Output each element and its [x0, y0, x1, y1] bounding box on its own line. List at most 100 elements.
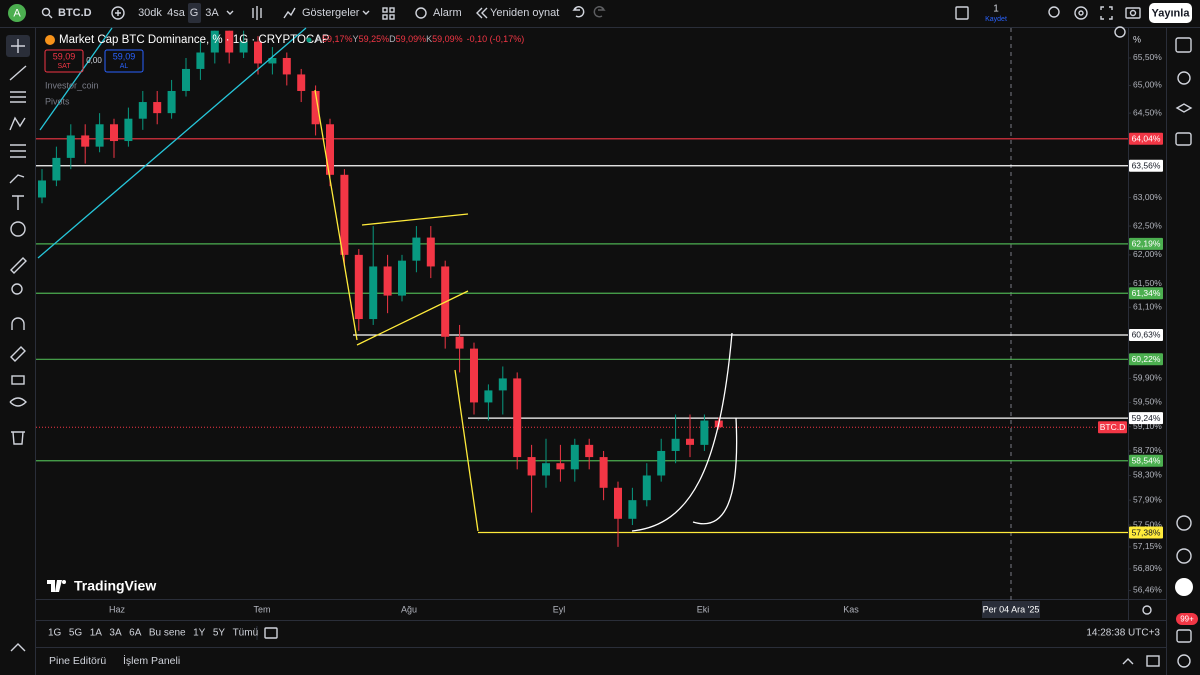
lock-draw[interactable]: [10, 346, 26, 362]
y-tick-label: 59,50%: [1133, 397, 1162, 407]
chart-type-icon[interactable]: [252, 6, 262, 20]
level-label: 58,54%: [1132, 456, 1161, 466]
y-tick-label: 65,50%: [1133, 52, 1162, 62]
emoji-tool[interactable]: [10, 221, 26, 237]
symbol[interactable]: BTC.D: [58, 7, 92, 19]
level-label-box: [1129, 132, 1163, 145]
lock-tool[interactable]: [11, 375, 25, 385]
notifications[interactable]: [1176, 629, 1192, 643]
range-button[interactable]: 5G: [69, 628, 83, 639]
level-label: 60,22%: [1132, 354, 1161, 364]
trend-tool[interactable]: [9, 65, 27, 81]
range-button[interactable]: Bu sene: [149, 628, 186, 639]
publish-button[interactable]: [1149, 3, 1192, 23]
candle-body: [52, 157, 61, 181]
watchlist[interactable]: [1175, 37, 1192, 53]
quick-search[interactable]: [1048, 6, 1060, 18]
chevron[interactable]: [362, 10, 370, 15]
apps[interactable]: [1175, 578, 1193, 596]
alarm-button[interactable]: Alarm: [433, 7, 462, 19]
range-button[interactable]: 1G: [48, 628, 62, 639]
interval-button[interactable]: 3A: [205, 7, 219, 19]
settings: [1078, 10, 1084, 16]
delete-tool[interactable]: [11, 431, 25, 445]
range-button[interactable]: 6A: [129, 628, 142, 639]
ohlc-value: 59,17%: [322, 34, 353, 44]
objects-tree[interactable]: [10, 643, 26, 652]
alerts-panel[interactable]: [1177, 71, 1191, 85]
candle-body: [138, 102, 147, 119]
brush-tool[interactable]: [9, 174, 25, 184]
chat[interactable]: [1175, 132, 1192, 146]
range-button[interactable]: 5Y: [213, 628, 226, 639]
magnet-tool[interactable]: [11, 317, 25, 330]
candle-body: [498, 378, 507, 391]
y-tick-label: 58,70%: [1133, 445, 1162, 455]
level-label-box: [1129, 526, 1163, 539]
interval-button[interactable]: G: [190, 7, 199, 19]
alarm-icon[interactable]: [415, 7, 427, 19]
candle-body: [153, 102, 162, 114]
interval-button[interactable]: 4sa: [167, 7, 186, 19]
text-tool[interactable]: [12, 195, 24, 210]
range-button[interactable]: 1A: [90, 628, 103, 639]
panel-tab[interactable]: Pine Editörü: [49, 655, 106, 667]
layout-icon[interactable]: [382, 7, 388, 13]
ideas[interactable]: [1176, 515, 1192, 531]
search-icon[interactable]: [41, 7, 51, 17]
panel-tab[interactable]: İşlem Paneli: [123, 654, 180, 667]
add-symbol[interactable]: [111, 6, 125, 20]
buy-button[interactable]: [104, 49, 144, 73]
avatar[interactable]: [8, 4, 26, 22]
indicators-button[interactable]: Göstergeler: [302, 7, 360, 19]
more[interactable]: [1177, 654, 1191, 668]
layout-square[interactable]: [955, 6, 969, 20]
pattern-tool[interactable]: [9, 116, 26, 131]
candle-body: [470, 348, 478, 403]
screenshot[interactable]: [1125, 7, 1141, 19]
help[interactable]: [1176, 548, 1192, 564]
curve: [692, 417, 738, 525]
undo[interactable]: [572, 6, 585, 18]
crosshair-tool[interactable]: [11, 39, 25, 53]
data-window[interactable]: [1175, 103, 1193, 113]
maximize-panel[interactable]: [1146, 655, 1160, 667]
y-tick-label: 65,00%: [1133, 80, 1162, 90]
fib-tool[interactable]: [10, 91, 26, 103]
indicator-name[interactable]: Pivots: [45, 96, 70, 106]
zoom-tool[interactable]: [11, 283, 23, 295]
replay-button[interactable]: Yeniden oynat: [490, 7, 559, 19]
spread: 0,00: [86, 56, 102, 65]
candle-body: [455, 336, 464, 349]
candle-body: [570, 444, 579, 470]
crosshair-label-box: [982, 601, 1040, 618]
range-button[interactable]: 3A: [109, 628, 122, 639]
add-button[interactable]: [1114, 26, 1126, 38]
y-tick-label: 56,46%: [1133, 585, 1162, 595]
indicator-name[interactable]: Investor_coin: [45, 80, 99, 90]
forecast-tool[interactable]: [10, 144, 26, 158]
range-button[interactable]: Tümü: [233, 628, 259, 639]
hide-tool[interactable]: [9, 397, 27, 407]
y-tick-label: 59,10%: [1133, 421, 1162, 431]
save-button[interactable]: Kaydet: [985, 16, 1007, 23]
fullscreen[interactable]: [1100, 6, 1113, 20]
sell-button[interactable]: [44, 49, 84, 73]
candle-body: [297, 74, 306, 91]
indicators-icon[interactable]: [283, 7, 296, 19]
sell-price: 59,09: [53, 51, 76, 61]
legend-ohlc: A59,17%Y59,25%D59,09%K59,09% -0,10 (-0,17…: [316, 34, 524, 44]
settings[interactable]: [1074, 6, 1088, 20]
expand-panel[interactable]: [1122, 658, 1134, 665]
redo[interactable]: [593, 6, 606, 18]
chevron[interactable]: [226, 10, 234, 15]
date-range-icon[interactable]: [264, 627, 278, 639]
ohlc-value: 59,09%: [432, 34, 463, 44]
candle-body: [182, 68, 190, 91]
axis-settings[interactable]: [1142, 605, 1152, 615]
interval-button[interactable]: 30dk: [138, 7, 162, 19]
range-button[interactable]: 1Y: [193, 628, 206, 639]
replay-icon[interactable]: [476, 7, 488, 19]
ruler-tool[interactable]: [10, 257, 27, 274]
x-tick-label: Tem: [253, 604, 270, 614]
